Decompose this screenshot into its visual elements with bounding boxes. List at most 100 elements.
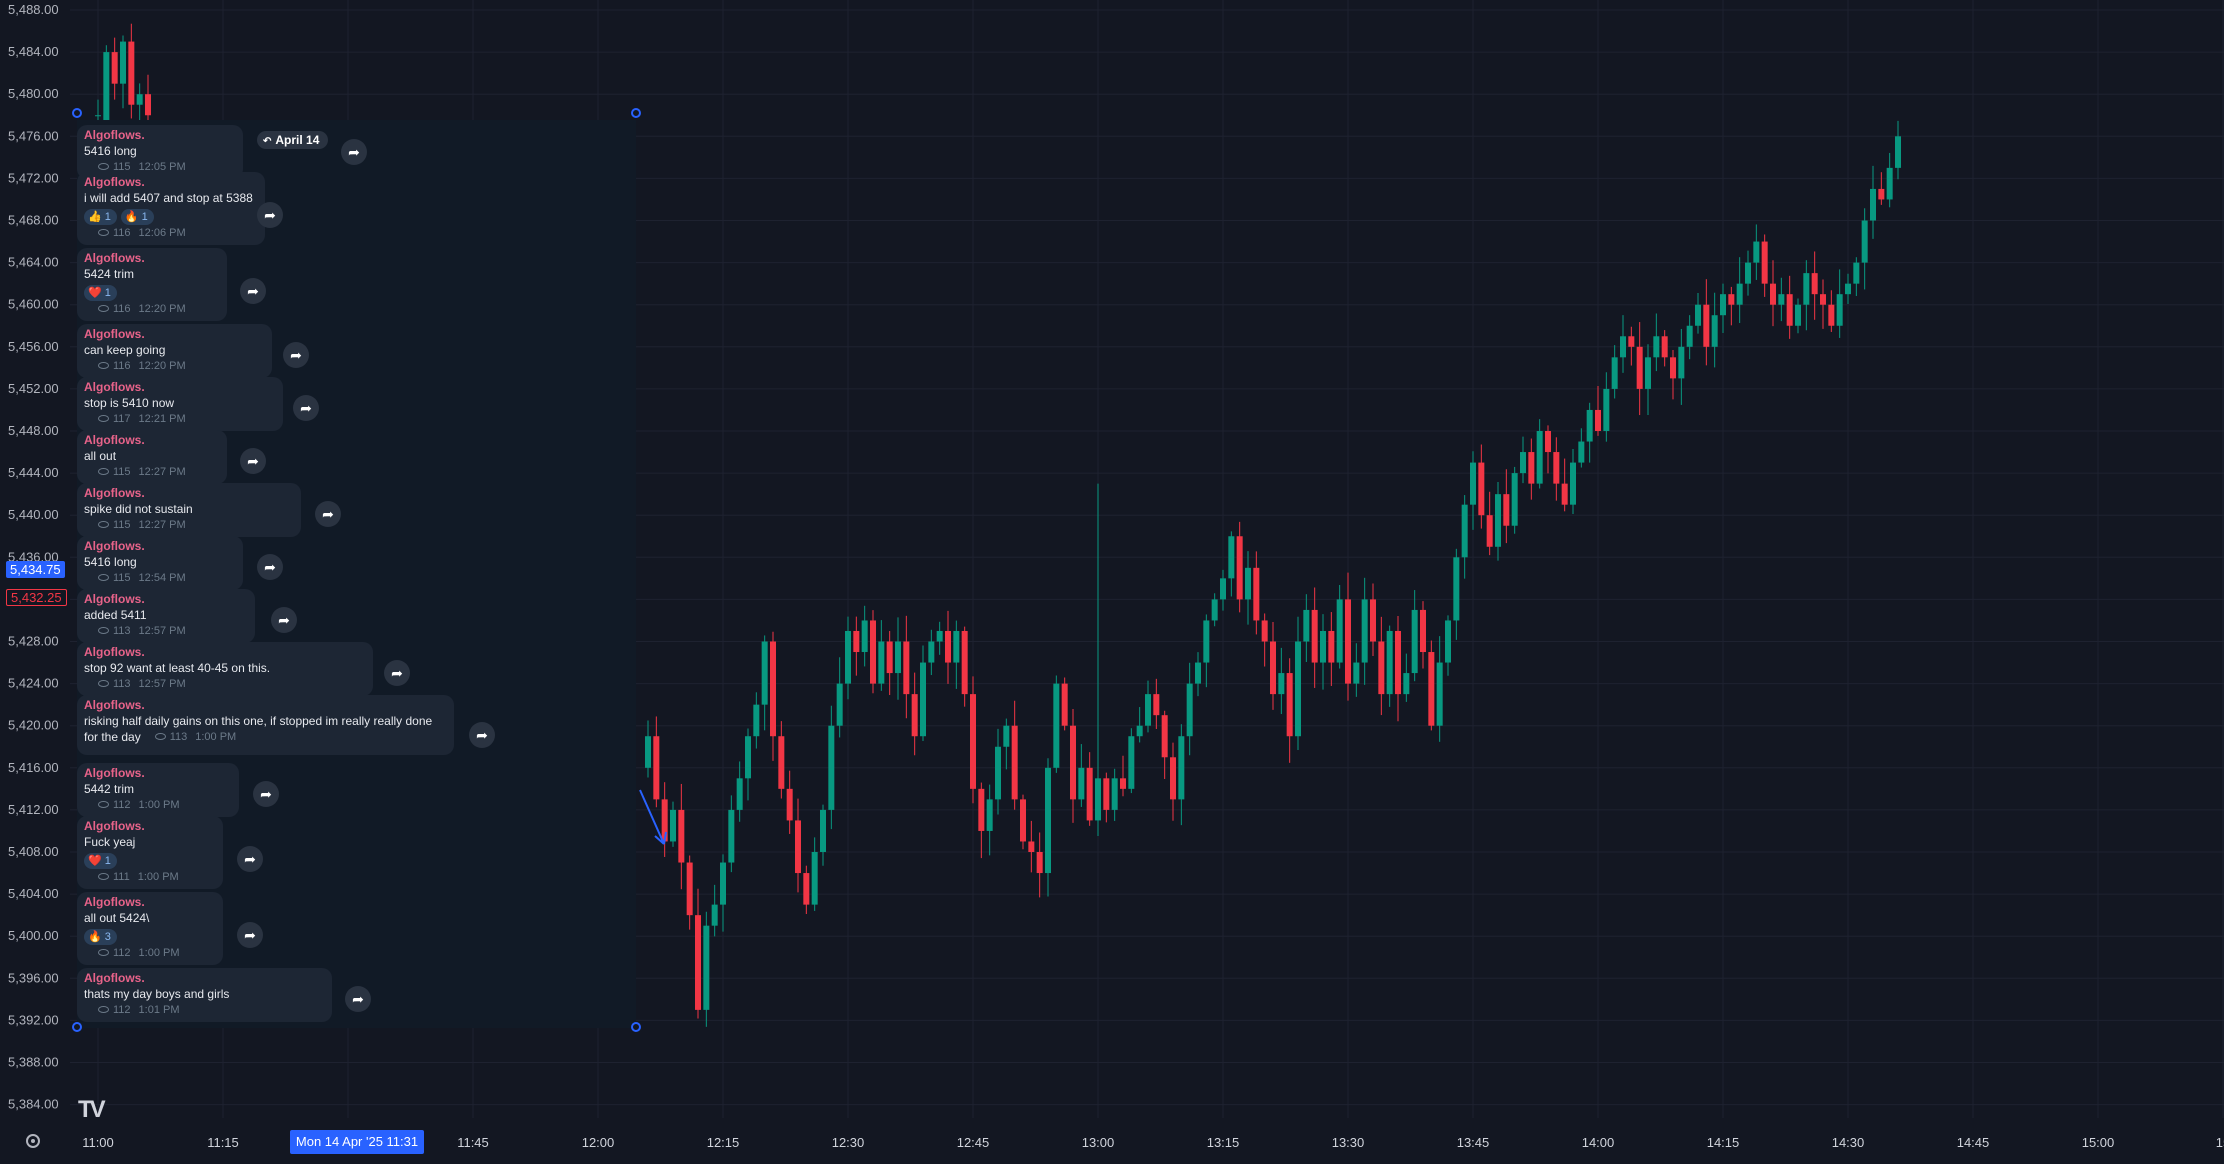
message-text-line: 5424 trim [84,266,217,282]
message-time: 1:00 PM [137,871,179,883]
x-tick-label: 14:00 [1582,1135,1615,1150]
share-arrow-icon[interactable]: ➦ [253,781,279,807]
candle-body [1653,336,1660,358]
candle-body [661,799,668,842]
candle-body [770,641,776,737]
message-text: risking half daily gains on this one, if… [84,714,433,744]
share-arrow-icon[interactable]: ➦ [237,846,263,872]
reaction-emoji: 🔥 [124,211,139,223]
candle-body [1695,304,1701,326]
candle-body [1070,725,1076,800]
reaction-pill[interactable]: ❤️ 1 [84,853,117,869]
candle-body [828,725,835,810]
drawing-handle-bottom-right[interactable] [631,1022,641,1032]
candle-body [1478,462,1485,516]
share-arrow-icon[interactable]: ➦ [283,342,309,368]
y-tick-label: 5,488.00 [8,2,59,17]
share-arrow-icon[interactable]: ➦ [240,278,266,304]
candle-body [1320,630,1326,663]
eye-icon [98,467,109,475]
share-arrow-icon[interactable]: ➦ [315,501,341,527]
candle-body [1645,357,1651,389]
share-arrow-icon[interactable]: ➦ [257,202,283,228]
share-arrow-icon[interactable]: ➦ [384,660,410,686]
x-tick-label: 13:45 [1457,1135,1490,1150]
y-tick-label: 5,436.00 [8,549,59,564]
message-meta: 112 1:00 PM [98,945,180,961]
eye-icon [98,162,109,170]
eye-icon [98,1005,109,1013]
message-meta: 115 12:27 PM [98,517,186,533]
candle-body [711,904,718,926]
drawing-handle-top-right[interactable] [631,108,641,118]
drawing-handle-top-left[interactable] [72,108,82,118]
candle-body [1770,283,1776,305]
message-text-line: all out 115 12:27 PM [84,448,217,480]
chat-message: Algoflows. 5416 long 115 12:05 PM ➦ [77,125,367,179]
candle-body [995,746,1001,800]
share-arrow-icon[interactable]: ➦ [271,607,297,633]
share-arrow-icon[interactable]: ➦ [341,139,367,165]
message-time: 1:00 PM [138,947,180,959]
message-time: 12:20 PM [138,303,186,315]
message-text: 5416 long [84,144,137,158]
candle-body [1520,452,1526,474]
candle-body [1570,462,1576,505]
candle-body [1661,336,1668,358]
candle-body [870,620,876,684]
chat-message: Algoflows. can keep going 116 12:20 PM ➦ [77,324,309,378]
share-arrow-icon[interactable]: ➦ [237,922,263,948]
candle-body [1895,136,1901,168]
candle-body [1053,683,1060,768]
candle-body [1045,767,1051,874]
candle-body [1703,304,1710,347]
view-count: 111 [113,871,130,883]
message-bubble: Algoflows. added 5411 113 12:57 PM [77,589,255,643]
candle-body [1136,725,1143,737]
share-arrow-icon[interactable]: ➦ [240,448,266,474]
reaction-pill[interactable]: 🔥 1 [120,209,154,225]
candle-body [1528,452,1535,484]
candle-body [936,630,943,642]
chat-message: Algoflows. 5416 long 115 12:54 PM ➦ [77,536,283,590]
reference-price-label: 5,432.25 [6,589,67,606]
y-tick-label: 5,452.00 [8,381,59,396]
share-arrow-icon[interactable]: ➦ [345,986,371,1012]
reaction-pill[interactable]: 🔥 3 [84,929,117,945]
message-meta: 111 1:00 PM [98,869,179,885]
candle-body [1620,336,1626,358]
candle-body [1395,630,1401,695]
settings-icon[interactable] [26,1134,40,1148]
time-cursor-label: Mon 14 Apr '25 11:31 [290,1130,424,1154]
share-arrow-icon[interactable]: ➦ [469,722,495,748]
reaction-pill[interactable]: 👍 1 [84,209,117,225]
candle-body [1628,336,1635,347]
date-pill-label: April 14 [275,133,320,147]
message-sender: Algoflows. [84,592,145,606]
message-sender: Algoflows. [84,175,145,189]
candle-body [1578,441,1585,463]
x-tick-label: 11:15 [207,1135,239,1150]
candle-body [920,662,926,737]
view-count: 116 [113,227,131,239]
arrow-drawing [639,789,667,845]
y-tick-label: 5,400.00 [8,928,59,943]
candle-body [1111,778,1118,810]
reaction-pill[interactable]: ❤️ 1 [84,285,117,301]
candle-body [1220,578,1226,600]
candle-body [911,694,918,737]
candle-body [1036,852,1043,874]
candle-body [1795,304,1801,326]
drawing-handle-bottom-left[interactable] [72,1022,82,1032]
chat-overlay-image[interactable]: ↶ April 14 Algoflows. 5416 long 115 12:05 PM… [77,120,636,1028]
share-arrow-icon[interactable]: ➦ [293,395,319,421]
message-text-line: added 5411 113 12:57 PM [84,607,245,639]
message-time: 12:54 PM [138,572,186,584]
candle-body [836,683,843,726]
share-arrow-icon[interactable]: ➦ [257,554,283,580]
candle-body [1511,473,1518,526]
candle-body [103,52,110,126]
view-count: 116 [113,360,131,372]
candle-body [1753,241,1760,263]
